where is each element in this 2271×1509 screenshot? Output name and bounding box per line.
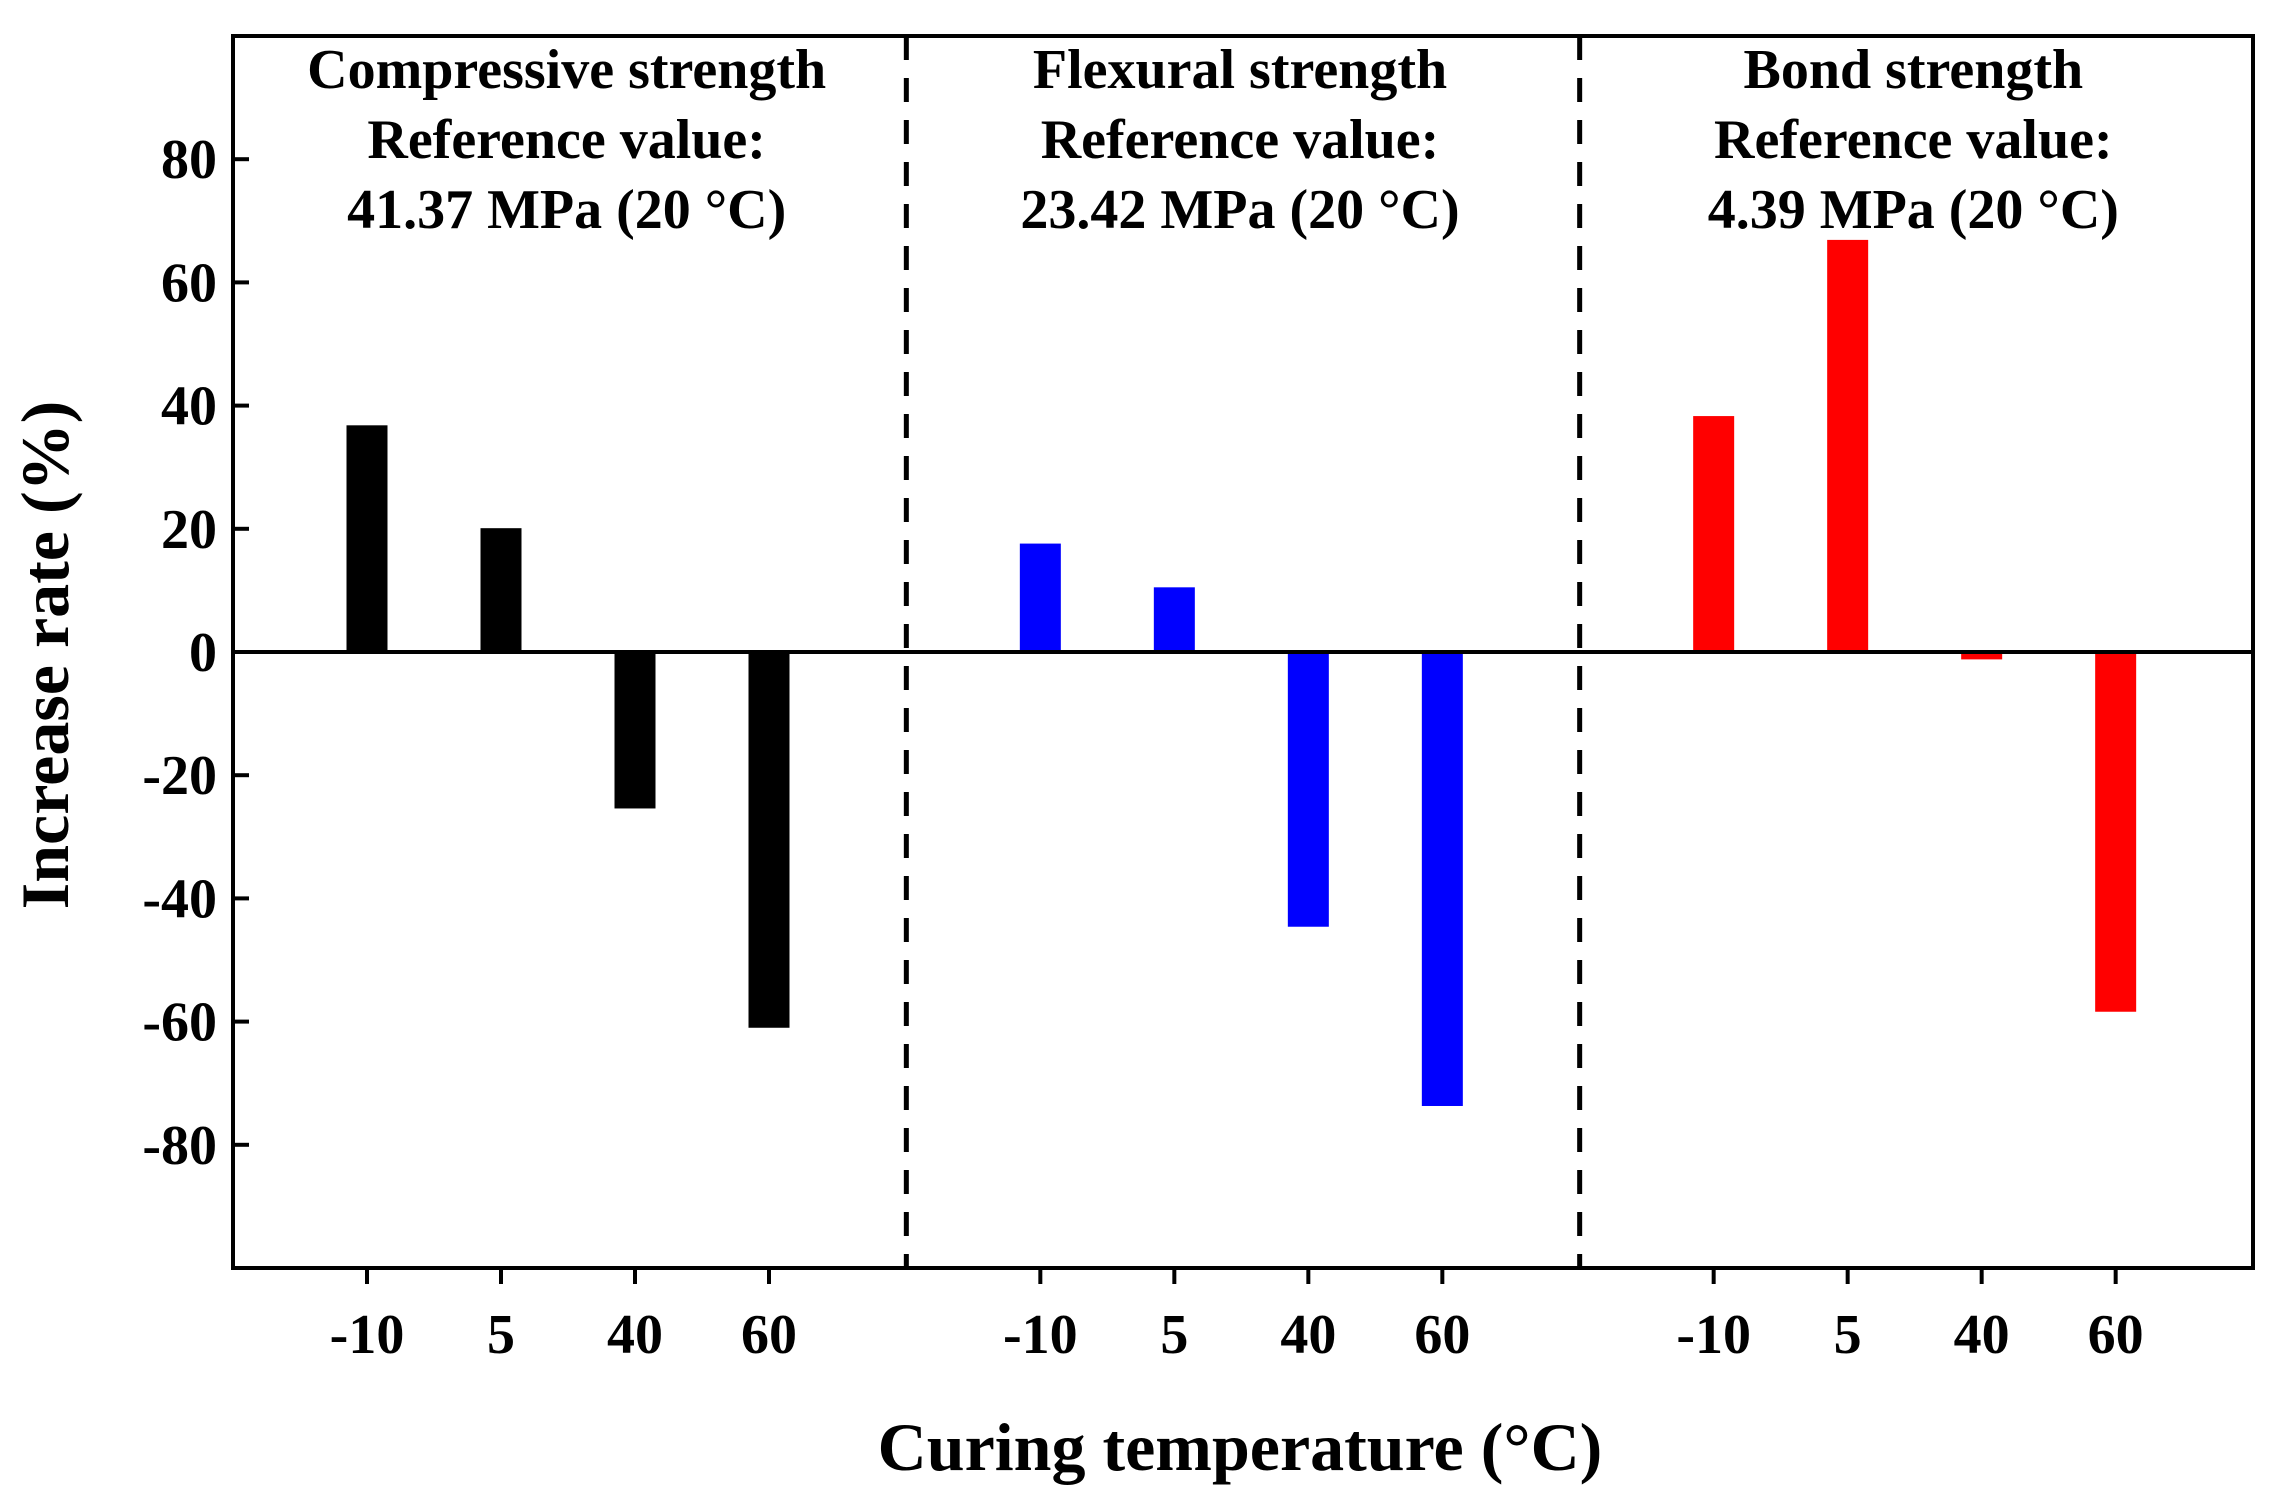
y-tick-label-3: 20 (161, 499, 217, 561)
x-tick-label-1-0: -10 (1003, 1304, 1078, 1366)
panel-reference-value-0: 41.37 MPa (20 °C) (347, 179, 786, 241)
bar-1-1 (1153, 587, 1195, 652)
panel-reference-label-0: Reference value: (367, 109, 766, 171)
bar-1-3 (1421, 652, 1463, 1106)
bar-0-0 (346, 425, 388, 652)
x-tick-label-2-1: 5 (1834, 1304, 1862, 1366)
panel-title-2: Bond strength (1743, 39, 2083, 101)
y-tick-label-4: 0 (189, 622, 217, 684)
x-tick-label-0-1: 5 (487, 1304, 515, 1366)
y-tick-label-6: -40 (142, 868, 217, 930)
separator-layer (903, 36, 1583, 1268)
bar-1-0 (1019, 543, 1061, 652)
x-tick-label-1-2: 40 (1280, 1304, 1336, 1366)
bar-0-2 (614, 652, 656, 809)
y-tick-label-1: 60 (161, 252, 217, 314)
axis-layer (231, 34, 2255, 1284)
x-tick-label-1-3: 60 (1414, 1304, 1470, 1366)
bar-0-1 (480, 528, 522, 652)
y-tick-label-2: 40 (161, 376, 217, 438)
x-tick-label-0-2: 40 (607, 1304, 663, 1366)
x-tick-label-2-3: 60 (2088, 1304, 2144, 1366)
bar-0-3 (748, 652, 790, 1028)
panel-reference-value-2: 4.39 MPa (20 °C) (1708, 179, 2119, 241)
x-tick-label-2-2: 40 (1954, 1304, 2010, 1366)
x-tick-label-0-3: 60 (741, 1304, 797, 1366)
bar-1-2 (1287, 652, 1329, 927)
bar-layer (346, 239, 2137, 1106)
y-tick-label-7: -60 (142, 992, 217, 1054)
text-layer: Curing temperature (°C) Increase rate (%… (7, 39, 2144, 1485)
bar-2-2 (1961, 652, 2003, 660)
x-tick-label-2-0: -10 (1676, 1304, 1751, 1366)
x-axis-title: Curing temperature (°C) (878, 1409, 1603, 1485)
bar-2-0 (1693, 416, 1735, 652)
bar-2-3 (2095, 652, 2137, 1012)
panel-title-0: Compressive strength (307, 39, 826, 101)
x-tick-label-1-1: 5 (1160, 1304, 1188, 1366)
y-tick-label-5: -20 (142, 745, 217, 807)
y-tick-label-0: 80 (161, 129, 217, 191)
panel-reference-value-1: 23.42 MPa (20 °C) (1020, 179, 1459, 241)
bar-2-1 (1827, 239, 1869, 652)
y-tick-label-8: -80 (142, 1115, 217, 1177)
panel-title-1: Flexural strength (1033, 39, 1447, 101)
y-axis-title: Increase rate (%) (7, 401, 83, 910)
panel-reference-label-2: Reference value: (1714, 109, 2113, 171)
x-tick-label-0-0: -10 (330, 1304, 405, 1366)
panel-reference-label-1: Reference value: (1041, 109, 1440, 171)
